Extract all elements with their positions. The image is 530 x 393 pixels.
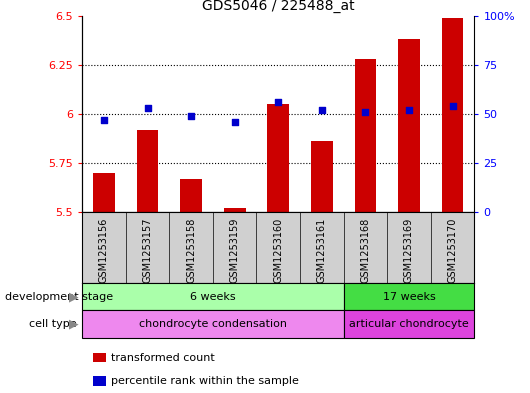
Bar — [398, 39, 420, 212]
Bar — [82, 310, 343, 338]
Title: GDS5046 / 225488_at: GDS5046 / 225488_at — [202, 0, 355, 13]
Text: GSM1253156: GSM1253156 — [99, 218, 109, 283]
Point — [405, 107, 413, 113]
Text: articular chondrocyte: articular chondrocyte — [349, 319, 469, 329]
Point — [361, 109, 369, 115]
Bar — [355, 59, 376, 212]
Bar — [343, 283, 474, 310]
Text: GSM1253168: GSM1253168 — [360, 218, 370, 283]
Bar — [343, 310, 474, 338]
Text: 6 weeks: 6 weeks — [190, 292, 236, 302]
Bar — [267, 104, 289, 212]
Bar — [93, 173, 115, 212]
Text: 17 weeks: 17 weeks — [383, 292, 435, 302]
Bar — [137, 130, 158, 212]
Point — [317, 107, 326, 113]
Bar — [224, 208, 245, 212]
Text: cell type: cell type — [29, 319, 77, 329]
Point — [231, 119, 239, 125]
Text: ▶: ▶ — [69, 290, 78, 303]
Bar — [82, 283, 343, 310]
Text: GSM1253159: GSM1253159 — [229, 218, 240, 283]
Text: GSM1253161: GSM1253161 — [317, 218, 327, 283]
Text: transformed count: transformed count — [111, 353, 215, 363]
Text: development stage: development stage — [5, 292, 113, 302]
Point — [274, 99, 282, 105]
Text: GSM1253170: GSM1253170 — [447, 218, 457, 283]
Text: percentile rank within the sample: percentile rank within the sample — [111, 376, 299, 386]
Text: GSM1253169: GSM1253169 — [404, 218, 414, 283]
Point — [448, 103, 457, 109]
Point — [143, 105, 152, 111]
Bar — [311, 141, 333, 212]
Point — [187, 113, 196, 119]
Text: GSM1253157: GSM1253157 — [143, 218, 153, 283]
Bar — [441, 18, 463, 212]
Text: ▶: ▶ — [69, 318, 78, 331]
Point — [100, 117, 108, 123]
Text: GSM1253158: GSM1253158 — [186, 218, 196, 283]
Text: GSM1253160: GSM1253160 — [273, 218, 283, 283]
Text: chondrocyte condensation: chondrocyte condensation — [139, 319, 287, 329]
Bar — [180, 179, 202, 212]
